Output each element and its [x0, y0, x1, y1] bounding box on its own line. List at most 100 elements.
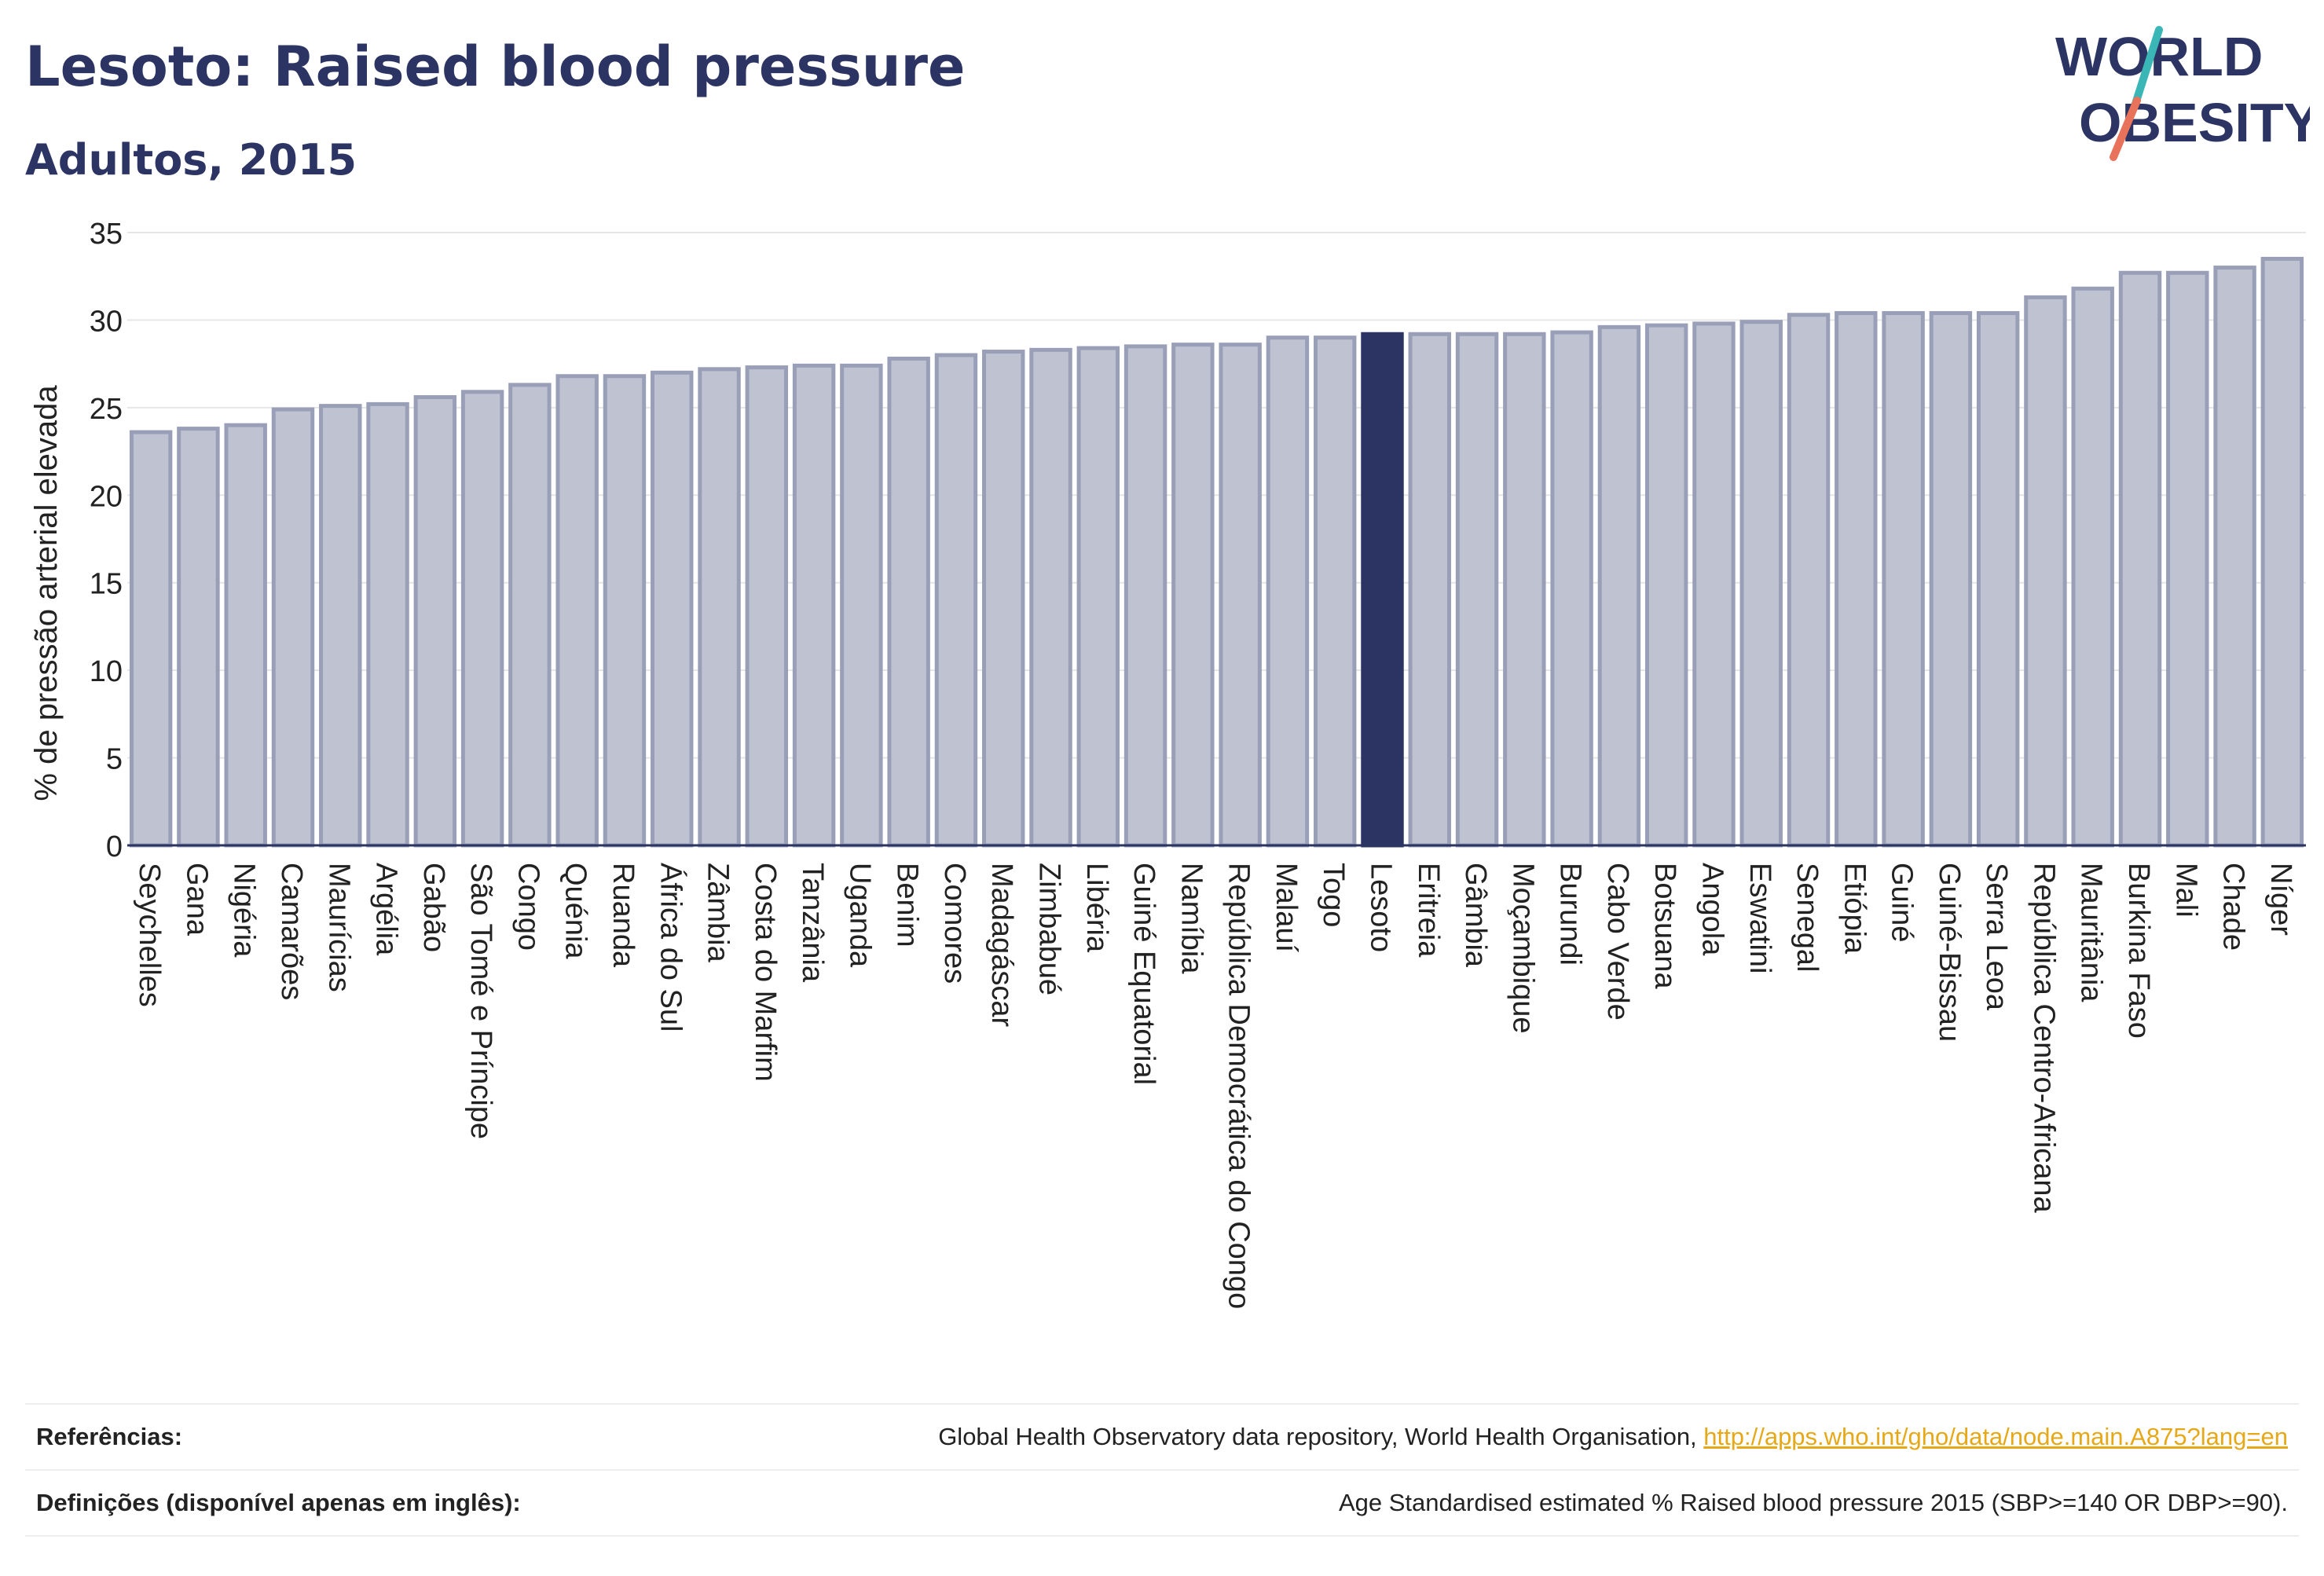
bar [1882, 311, 1925, 848]
bar [1787, 313, 1831, 848]
bar [319, 404, 362, 848]
x-tick-label: Camarões [275, 863, 308, 1000]
x-tick-label: Libéria [1080, 863, 1113, 953]
bar [366, 401, 409, 848]
x-tick-label: Mali [2169, 863, 2202, 918]
x-tick-label: Burkina Faso [2122, 863, 2155, 1039]
definitions-text: Age Standardised estimated % Raised bloo… [1338, 1489, 2288, 1516]
bar [1929, 311, 1973, 848]
bar [271, 407, 315, 848]
bar [413, 394, 457, 848]
x-tick-label: Burundi [1554, 863, 1587, 966]
y-tick-label: 35 [90, 218, 123, 251]
x-tick-label: Gabão [417, 863, 450, 952]
x-tick-label: Senegal [1791, 863, 1824, 972]
x-tick-label: Níger [2264, 863, 2297, 936]
x-tick-label: Madagáscar [985, 863, 1018, 1027]
x-tick-label: Angola [1695, 863, 1728, 956]
bar [1124, 344, 1167, 848]
chart-title: Lesoto: Raised blood pressure [25, 35, 966, 99]
y-tick-label: 25 [90, 393, 123, 426]
bar [460, 390, 504, 848]
y-tick-label: 10 [90, 655, 123, 688]
x-tick-label: Uganda [843, 863, 876, 968]
y-tick-label: 5 [106, 743, 123, 776]
bar [1692, 321, 1736, 848]
bar [1550, 330, 1593, 848]
x-tick-label: África do Sul [654, 863, 687, 1032]
bar [1835, 311, 1878, 848]
bar [1455, 332, 1499, 848]
y-axis-ticks: 0 5 10 15 20 25 30 35 [90, 218, 123, 863]
bar [2166, 270, 2209, 848]
footer: Referências: Global Health Observatory d… [25, 1403, 2299, 1537]
bar [1029, 347, 1072, 848]
x-tick-label: Namíbia [1175, 863, 1208, 974]
x-tick-label: Guiné Equatorial [1127, 863, 1160, 1085]
x-tick-label: Cabo Verde [1601, 863, 1634, 1021]
bar [1503, 332, 1546, 848]
bar [2260, 256, 2304, 848]
x-tick-label: Ruanda [607, 863, 640, 968]
x-tick-label: Costa do Marfim [749, 863, 782, 1082]
x-tick-label: Guiné [1886, 863, 1919, 942]
bar [792, 363, 836, 848]
bar [1408, 332, 1451, 848]
bar [745, 365, 789, 848]
x-tick-label: Zâmbia [702, 863, 735, 963]
x-tick-label: São Tomé e Príncipe [464, 863, 497, 1139]
bar [2024, 295, 2067, 848]
bar [1171, 343, 1215, 848]
y-tick-label: 30 [90, 305, 123, 338]
chart-subtitle: Adultos, 2015 [25, 135, 357, 185]
x-tick-label: República Democrática do Congo [1222, 863, 1255, 1309]
x-tick-label: Mauritânia [2075, 863, 2108, 1002]
x-tick-label: Seychelles [133, 863, 166, 1007]
x-tick-label: Eritreia [1412, 863, 1445, 958]
x-tick-label: Maurícias [322, 863, 355, 992]
bar [1644, 323, 1688, 848]
logo-slash-coral-icon [2110, 97, 2141, 161]
x-tick-label: Malauí [1270, 863, 1303, 952]
x-tick-label: Serra Leoa [1980, 863, 2013, 1011]
logo-slash-teal-icon [2132, 26, 2163, 108]
bar [1313, 335, 1357, 848]
x-tick-label: Etiópia [1838, 863, 1871, 955]
bar-highlighted [1361, 332, 1404, 848]
x-tick-label: Moçambique [1506, 863, 1539, 1034]
bar [129, 430, 173, 848]
references-value: Global Health Observatory data repositor… [938, 1423, 2299, 1451]
bar [2071, 286, 2114, 848]
bar [698, 367, 741, 848]
y-tick-label: 20 [90, 480, 123, 513]
references-row: Referências: Global Health Observatory d… [25, 1403, 2299, 1469]
bar [177, 427, 220, 848]
x-tick-label: Comores [938, 863, 971, 984]
bar [2118, 270, 2162, 848]
bar [934, 353, 978, 848]
references-text: Global Health Observatory data repositor… [938, 1423, 1704, 1450]
bar [1976, 311, 2020, 848]
x-tick-label: Guiné-Bissau [1933, 863, 1966, 1042]
bar [2213, 266, 2256, 848]
x-tick-label: Chade [2217, 863, 2250, 951]
bar [651, 370, 694, 848]
x-tick-label: Tanzânia [796, 863, 829, 983]
bar [982, 350, 1025, 848]
references-link[interactable]: http://apps.who.int/gho/data/node.main.A… [1703, 1423, 2288, 1450]
x-tick-label: Quénia [559, 863, 592, 959]
x-tick-label: Gâmbia [1459, 863, 1492, 968]
x-tick-label: Eswatini [1743, 863, 1776, 974]
bar [603, 374, 647, 848]
x-tick-label: Togo [1317, 863, 1350, 927]
x-tick-label: Gana [180, 863, 213, 936]
bar [1266, 335, 1310, 848]
x-tick-label: Botsuana [1648, 863, 1681, 989]
bar [224, 423, 267, 848]
bar [1076, 346, 1120, 848]
y-tick-label: 0 [106, 830, 123, 863]
x-tick-label: Lesoto [1364, 863, 1397, 952]
x-tick-label: Zimbabué [1033, 863, 1066, 995]
x-tick-label: Congo [511, 863, 544, 951]
bar-chart: 0 5 10 15 20 25 30 35 Seychelles Gana Nigéria Cama… [29, 218, 2306, 1309]
